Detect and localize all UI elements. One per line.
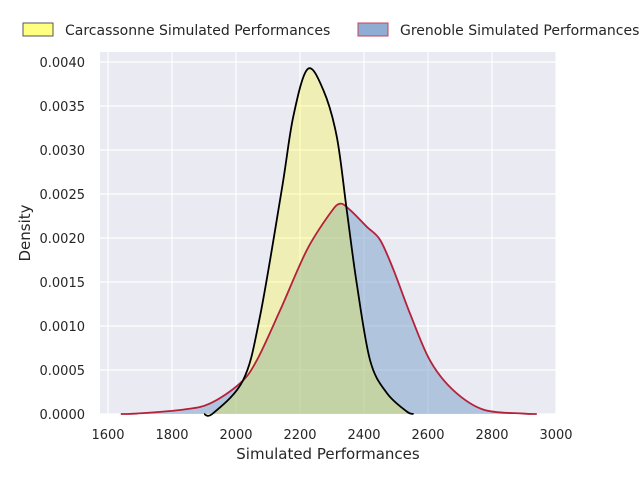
density-line-grenoble [120,202,537,415]
y-tick-label: 0.0000 [40,408,86,423]
y-tick-label: 0.0035 [40,100,86,115]
x-tick-label: 2200 [283,428,316,443]
y-tick-labels: 0.0000 0.0005 0.0010 0.0015 0.0020 0.0025 0.00… [40,56,86,423]
y-tick-label: 0.0030 [40,144,86,159]
x-tick-label: 2800 [475,428,508,443]
legend-swatch-grenoble [357,22,389,37]
y-tick-label: 0.0005 [40,364,86,379]
x-tick-label: 2400 [347,428,380,443]
legend: Carcassonne Simulated Performances Greno… [22,22,639,39]
x-tick-label: 1800 [155,428,188,443]
legend-label-grenoble: Grenoble Simulated Performances [400,23,639,39]
y-tick-label: 0.0010 [40,320,86,335]
density-line-carcassonne [203,67,414,417]
series-layer [120,67,537,417]
legend-label-carcassonne: Carcassonne Simulated Performances [65,23,330,39]
x-tick-labels: 1600 1800 2000 2200 2400 2600 2800 3000 [91,428,572,443]
y-tick-label: 0.0040 [40,56,86,71]
x-tick-label: 2000 [219,428,252,443]
y-tick-label: 0.0015 [40,276,86,291]
legend-swatch-carcassonne [22,22,54,37]
legend-item-grenoble: Grenoble Simulated Performances [357,22,639,39]
legend-item-carcassonne: Carcassonne Simulated Performances [22,22,330,39]
x-tick-label: 1600 [91,428,124,443]
y-tick-label: 0.0020 [40,232,86,247]
y-tick-label: 0.0025 [40,188,86,203]
y-axis-label: Density [16,204,34,261]
density-fill-carcassonne [204,68,414,416]
x-tick-label: 3000 [539,428,572,443]
density-fill-grenoble [120,203,537,415]
x-tick-label: 2600 [411,428,444,443]
x-axis-label: Simulated Performances [236,445,420,463]
